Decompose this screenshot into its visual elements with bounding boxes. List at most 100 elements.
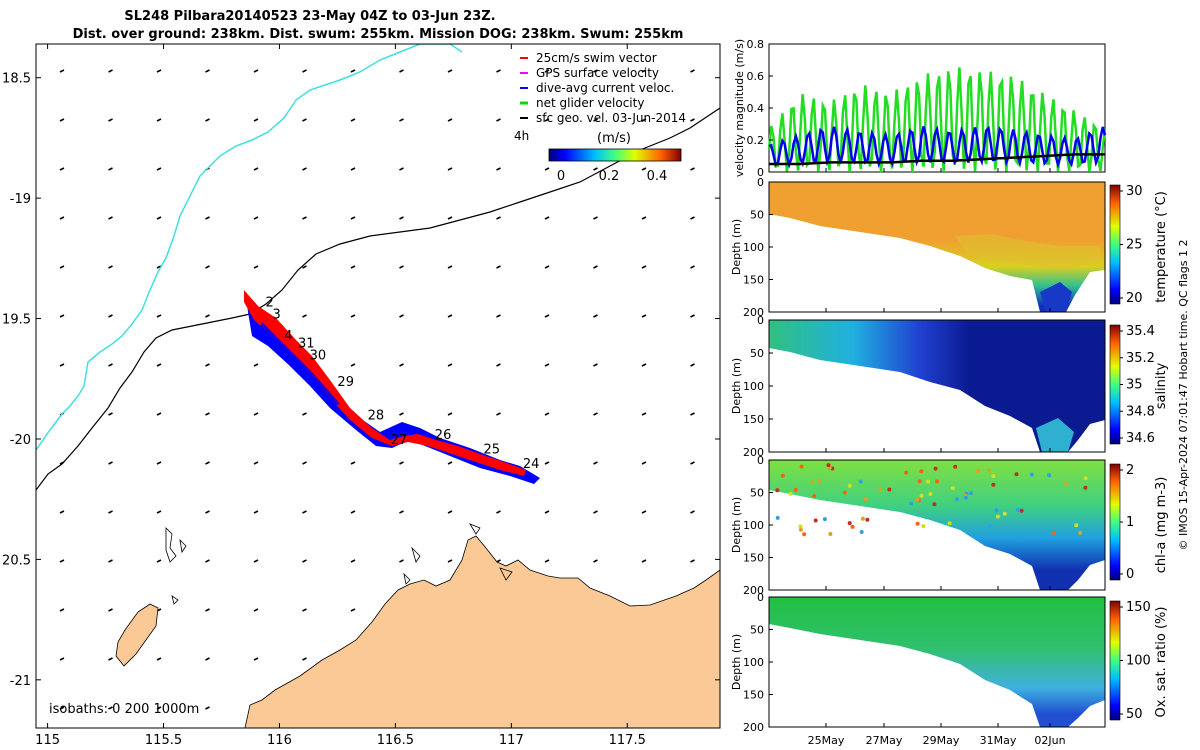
depth-tick-label: 200 <box>743 306 764 319</box>
current-arrow <box>156 363 162 367</box>
depth-tick-label: 0 <box>757 454 764 467</box>
current-arrow <box>544 510 550 514</box>
velocity-panel: 0 0.2 0.4 0.6 0.8 velocity magnitude (m/s) <box>733 38 1107 179</box>
chl-sample-dot <box>775 488 780 493</box>
mainland-coast <box>244 535 720 728</box>
depth-tick-label: 150 <box>743 413 764 426</box>
current-arrow <box>399 412 404 416</box>
current-arrow <box>690 314 695 318</box>
current-arrow <box>156 559 162 563</box>
current-arrow <box>253 510 259 514</box>
legend-entry: net glider velocity <box>536 96 644 110</box>
current-arrow <box>447 265 453 269</box>
chl-sample-dot <box>780 473 785 478</box>
current-arrow <box>59 167 65 171</box>
colorbar-tick-0: 0 <box>557 169 565 184</box>
current-arrow <box>350 167 356 171</box>
current-arrow <box>108 706 113 710</box>
current-arrow <box>544 265 550 269</box>
lon-tick-label: 115 <box>35 733 60 748</box>
chl-sample-dot <box>932 502 937 507</box>
current-arrow <box>641 559 647 563</box>
cbar-tick-label: 50 <box>1126 707 1143 722</box>
current-arrow <box>205 265 210 269</box>
current-arrow <box>156 657 162 661</box>
current-arrow <box>447 559 453 563</box>
vel-ytick-label: 0.6 <box>747 70 765 83</box>
current-arrow <box>205 314 210 318</box>
current-arrow <box>496 216 501 220</box>
current-arrow <box>399 265 404 269</box>
chl-sample-dot <box>847 483 852 488</box>
current-arrow <box>350 118 356 122</box>
colorbar-tick-2: 0.4 <box>647 169 668 184</box>
chl-sample-dot <box>915 497 920 502</box>
current-arrow <box>253 412 259 416</box>
chl-sample-dot <box>950 486 955 491</box>
current-arrow <box>593 265 598 269</box>
cbar-tick-label: 35.4 <box>1126 324 1155 339</box>
chl-field <box>769 460 1105 590</box>
current-arrow <box>205 608 210 612</box>
depth-tick-label: 0 <box>757 314 764 327</box>
chl-sample-dot <box>987 523 992 528</box>
map-frame <box>35 43 721 729</box>
chl-sample-dot <box>863 497 868 502</box>
current-arrow <box>593 118 598 122</box>
chl-sample-dot <box>799 464 804 469</box>
vel-series-1 <box>768 125 1107 169</box>
cbar-tick-label: 35 <box>1126 378 1143 393</box>
current-arrow <box>447 461 453 465</box>
current-arrow <box>496 314 501 318</box>
current-arrow <box>447 167 453 171</box>
current-arrow <box>156 216 162 220</box>
colorbar-label: (m/s) <box>597 131 631 146</box>
chl-sample-dot <box>1047 473 1052 478</box>
current-arrow <box>108 265 113 269</box>
day-label: 3 <box>273 308 281 323</box>
current-arrow <box>690 559 695 563</box>
chl-sample-dot <box>963 495 968 500</box>
vel-series-0 <box>767 67 1107 173</box>
depth-tick-label: 50 <box>750 209 764 222</box>
day-label: 2 <box>266 296 274 311</box>
chl-sample-dot <box>1074 523 1079 528</box>
lon-tick-label: 115.5 <box>145 733 182 748</box>
chl-sample-dot <box>921 524 926 529</box>
current-arrow <box>690 265 695 269</box>
day-label: 28 <box>368 409 385 424</box>
chl-dots <box>775 463 1088 537</box>
time-tick-label: 27May <box>866 734 903 747</box>
chl-sample-dot <box>975 469 980 473</box>
current-arrow <box>302 510 307 514</box>
current-arrow <box>447 118 453 122</box>
chl-sample-dot <box>788 491 793 496</box>
current-arrow <box>447 216 453 220</box>
chl-sample-dot <box>919 493 924 498</box>
current-arrow <box>496 363 501 367</box>
current-arrow <box>108 608 113 612</box>
cbar-tick-label: 150 <box>1126 600 1151 615</box>
cbar-label: Ox. sat. ratio (%) <box>1154 607 1169 718</box>
current-arrow <box>496 265 501 269</box>
cbar-tick-label: 100 <box>1126 654 1151 669</box>
current-arrow <box>544 363 550 367</box>
vel-ytick-label: 0.2 <box>747 134 765 147</box>
current-arrow <box>544 167 550 171</box>
temperature-deep <box>1040 282 1072 312</box>
colorbar-tick-1: 0.2 <box>599 169 620 184</box>
chl-sample-dot <box>812 494 817 499</box>
current-arrow <box>205 510 210 514</box>
chl-sample-dot <box>859 530 864 534</box>
salinity-colorbar <box>1109 324 1121 445</box>
chl-sample-dot <box>1015 507 1020 512</box>
current-arrow <box>399 118 404 122</box>
current-arrow <box>59 118 65 122</box>
current-arrow <box>156 706 162 710</box>
lon-tick-label: 116.5 <box>377 733 414 748</box>
chl-sample-dot <box>926 479 930 484</box>
current-arrow <box>205 706 210 710</box>
current-arrow <box>641 510 647 514</box>
current-arrow <box>641 167 647 171</box>
current-arrow <box>302 167 307 171</box>
